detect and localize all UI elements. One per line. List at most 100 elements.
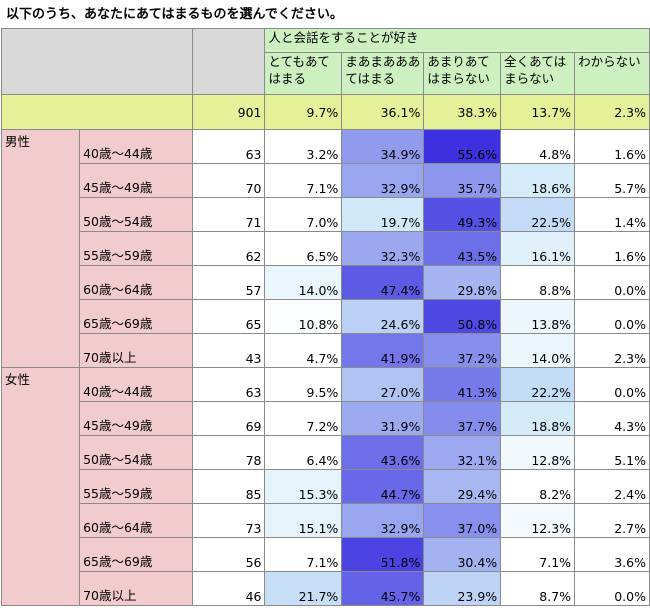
sample-size: 63 xyxy=(192,129,266,164)
sample-size: 65 xyxy=(192,299,266,334)
sample-size: 73 xyxy=(192,503,266,538)
percent-cell: 1.6% xyxy=(574,129,650,164)
sample-size: 70 xyxy=(192,163,266,198)
percent-cell: 7.1% xyxy=(500,537,576,572)
percent-cell: 7.1% xyxy=(264,163,343,198)
percent-cell: 7.2% xyxy=(264,401,343,436)
percent-cell: 0.0% xyxy=(574,367,650,402)
header-row-options: とてもあて はまる まあまあああ てはまる あまりあて はまらない 全くあては … xyxy=(2,52,650,95)
table-row: 65歳～69歳 56 7.1% 51.8% 30.4% 7.1% 3.6% xyxy=(2,537,650,572)
header-blank-corner xyxy=(0,28,194,95)
percent-cell: 4.8% xyxy=(500,129,576,164)
age-group-label: 40歳～44歳 xyxy=(79,129,194,164)
option-header-line2: まらない xyxy=(504,71,555,86)
percent-cell: 41.9% xyxy=(341,333,425,368)
percent-cell: 43.5% xyxy=(423,231,502,266)
percent-cell: 21.7% xyxy=(264,571,343,606)
percent-cell: 10.8% xyxy=(264,299,343,334)
sample-size: 69 xyxy=(192,401,266,436)
percent-cell: 37.0% xyxy=(423,503,502,538)
age-group-label: 65歳～69歳 xyxy=(79,299,194,334)
total-value: 2.3% xyxy=(574,94,650,130)
percent-cell: 32.9% xyxy=(341,163,425,198)
total-value: 9.7% xyxy=(264,94,343,130)
option-header-line1: あまりあて xyxy=(427,54,490,69)
sample-size: 85 xyxy=(192,469,266,504)
percent-cell: 22.2% xyxy=(500,367,576,402)
table-row: 50歳～54歳 71 7.0% 19.7% 49.3% 22.5% 1.4% xyxy=(2,197,650,232)
option-header: まあまあああ てはまる xyxy=(341,52,425,95)
percent-cell: 7.1% xyxy=(264,537,343,572)
option-header-line1: とてもあて xyxy=(268,54,330,69)
age-group-label: 60歳～64歳 xyxy=(79,265,194,300)
percent-cell: 8.7% xyxy=(500,571,576,606)
percent-cell: 5.7% xyxy=(574,163,650,198)
percent-cell: 44.7% xyxy=(341,469,425,504)
age-group-label: 40歳～44歳 xyxy=(79,367,194,402)
percent-cell: 7.0% xyxy=(264,197,343,232)
sample-size: 63 xyxy=(192,367,266,402)
header-row-statement: 人と会話をすることが好き xyxy=(0,28,650,95)
age-group-label: 45歳～49歳 xyxy=(79,401,194,436)
percent-cell: 29.8% xyxy=(423,265,502,300)
option-header: わからない xyxy=(574,52,650,95)
table-row: 70歳以上 43 4.7% 41.9% 37.2% 14.0% 2.3% xyxy=(2,333,650,368)
percent-cell: 12.8% xyxy=(500,435,576,470)
option-header-line2: はまる xyxy=(268,71,306,86)
gender-label: 男性 xyxy=(0,129,81,368)
statement-header: 人と会話をすることが好き xyxy=(264,28,650,53)
sample-size: 78 xyxy=(192,435,266,470)
percent-cell: 1.4% xyxy=(574,197,650,232)
sample-size: 57 xyxy=(192,265,266,300)
percent-cell: 32.3% xyxy=(341,231,425,266)
total-value: 38.3% xyxy=(423,94,502,130)
sample-size: 62 xyxy=(192,231,266,266)
percent-cell: 50.8% xyxy=(423,299,502,334)
percent-cell: 49.3% xyxy=(423,197,502,232)
percent-cell: 16.1% xyxy=(500,231,576,266)
option-header-line1: 全くあては xyxy=(504,54,567,69)
percent-cell: 51.8% xyxy=(341,537,425,572)
total-row: 901 9.7% 36.1% 38.3% 13.7% 2.3% xyxy=(0,94,650,130)
question-title: 以下のうち、あなたにあてはまるものを選んでください。 xyxy=(6,7,343,22)
percent-cell: 0.0% xyxy=(574,571,650,606)
option-header: あまりあて はまらない xyxy=(423,52,502,95)
header-n-blank xyxy=(192,28,266,95)
percent-cell: 14.0% xyxy=(264,265,343,300)
age-group-label: 50歳～54歳 xyxy=(79,435,194,470)
percent-cell: 27.0% xyxy=(341,367,425,402)
table-row: 65歳～69歳 65 10.8% 24.6% 50.8% 13.8% 0.0% xyxy=(2,299,650,334)
percent-cell: 32.9% xyxy=(341,503,425,538)
option-header-line2: わからない xyxy=(578,54,641,69)
sample-size: 56 xyxy=(192,537,266,572)
percent-cell: 47.4% xyxy=(341,265,425,300)
age-group-label: 65歳～69歳 xyxy=(79,537,194,572)
percent-cell: 15.3% xyxy=(264,469,343,504)
percent-cell: 24.6% xyxy=(341,299,425,334)
percent-cell: 3.2% xyxy=(264,129,343,164)
sample-size: 71 xyxy=(192,197,266,232)
table-row: 男性 40歳～44歳 63 3.2% 34.9% 55.6% 4.8% 1.6% xyxy=(0,129,650,368)
option-header-line1: まあまあああ xyxy=(345,54,421,69)
total-value: 36.1% xyxy=(341,94,425,130)
percent-cell: 0.0% xyxy=(574,265,650,300)
total-value: 13.7% xyxy=(500,94,576,130)
percent-cell: 4.3% xyxy=(574,401,650,436)
total-n: 901 xyxy=(192,94,266,130)
percent-cell: 18.8% xyxy=(500,401,576,436)
total-label-blank xyxy=(0,94,194,130)
crosstab-table: 人と会話をすることが好き とてもあて はまる まあまあああ てはまる あまりあて… xyxy=(0,28,650,606)
percent-cell: 9.5% xyxy=(264,367,343,402)
percent-cell: 5.1% xyxy=(574,435,650,470)
percent-cell: 32.1% xyxy=(423,435,502,470)
percent-cell: 8.2% xyxy=(500,469,576,504)
table-row: 50歳～54歳 78 6.4% 43.6% 32.1% 12.8% 5.1% xyxy=(2,435,650,470)
percent-cell: 3.6% xyxy=(574,537,650,572)
table-row: 45歳～49歳 70 7.1% 32.9% 35.7% 18.6% 5.7% xyxy=(2,163,650,198)
percent-cell: 37.7% xyxy=(423,401,502,436)
percent-cell: 2.4% xyxy=(574,469,650,504)
percent-cell: 30.4% xyxy=(423,537,502,572)
percent-cell: 1.6% xyxy=(574,231,650,266)
sample-size: 43 xyxy=(192,333,266,368)
percent-cell: 6.5% xyxy=(264,231,343,266)
